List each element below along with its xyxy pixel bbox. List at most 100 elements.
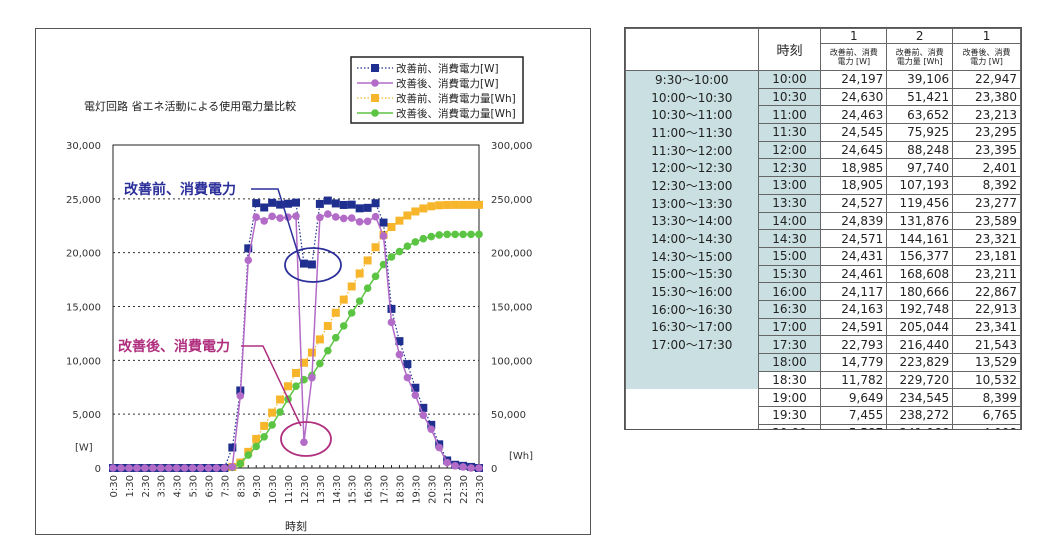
value-cell: 8,399 [952,388,1021,408]
x-tick-label: 0:30 [109,475,120,497]
column-header-line: 改善後、消費 [962,48,1011,57]
x-tick-label: 6:30 [204,475,215,497]
value-cell: 22,947 [952,70,1021,89]
annotation-before: 改善前、消費電力 [124,181,236,198]
data-point [355,204,364,213]
y-tick-left: 15,000 [66,303,101,314]
time-cell: 19:00 [757,388,822,408]
data-point [339,200,348,209]
table-row: 11:00～11:30 11:30 24,545 75,925 23,295 [625,123,1021,142]
table-row: 13:00～13:30 13:30 24,527 119,456 23,277 [625,193,1021,213]
y-tick-left: 20,000 [66,249,101,260]
data-point [355,217,364,226]
x-tick-label: 17:30 [380,475,391,504]
data-point [459,200,468,209]
column-header-line: 改善前、消費 [895,48,944,57]
annotation-after: 改善後、消費電力 [118,338,230,355]
time-cell: 11:30 [757,123,822,142]
y-tick-left: 10,000 [66,356,101,367]
period-cell: 14:30～15:00 [625,247,759,266]
value-cell: 24,163 [820,299,888,319]
value-cell: 4,908 [952,423,1021,429]
period-cell: 17:00～17:30 [625,335,759,354]
table-row: 15:00～15:30 15:30 24,461 168,608 23,211 [625,264,1021,284]
x-tick-label: 8:30 [236,475,247,497]
value-cell: 23,181 [952,246,1021,266]
annotation-ellipse [284,247,342,283]
period-cell: 10:30～11:00 [625,105,759,124]
data-point [299,259,308,268]
data-point [316,359,324,368]
data-point [363,256,372,265]
value-cell: 5,587 [820,423,888,429]
data-point [403,373,412,382]
time-cell: 12:00 [757,140,822,160]
period-cell: 16:30～17:00 [625,318,759,336]
legend [350,56,524,124]
period-cell: 10:00～10:30 [625,88,759,106]
time-cell: 16:30 [757,299,822,319]
data-point [451,200,460,209]
x-tick-label: 2:30 [141,475,152,497]
header-blank [625,28,759,71]
time-cell: 20:00 [757,423,822,429]
data-point [331,199,340,208]
annotation-leader [241,345,302,427]
data-point [339,214,348,223]
time-cell: 11:00 [757,105,822,125]
header-row-top: 時刻 1 2 1 [625,28,1021,71]
data-point [339,295,348,304]
value-cell: 75,925 [886,123,954,142]
period-cell: 13:00～13:30 [625,194,759,212]
value-cell: 18,905 [820,176,888,195]
value-cell: 8,392 [952,176,1021,195]
data-point [324,346,332,355]
time-cell: 17:00 [757,317,822,337]
legend-label: 改善後、消費電力量[Wh] [396,107,516,120]
data-point [292,198,300,207]
period-cell: 14:00～14:30 [625,229,759,248]
data-point [419,234,428,243]
data-point [411,238,420,246]
data-point [316,213,324,222]
y-tick-left: 25,000 [66,195,101,206]
data-point [292,382,300,390]
data-point [347,282,356,291]
value-cell: 24,197 [820,70,888,89]
table-row: 14:30～15:00 15:00 24,431 156,377 23,181 [625,246,1021,266]
table-row: 18:00 14,779 223,829 13,529 [625,353,1021,372]
series-line-2 [113,204,479,469]
value-cell: 23,295 [952,123,1021,142]
value-cell: 24,839 [820,211,888,231]
data-point [284,199,293,208]
data-point [411,391,420,399]
value-cell: 18,985 [820,158,888,178]
data-point [148,464,157,472]
data-point [284,382,293,391]
value-cell: 9,649 [820,388,888,408]
x-tick-label: 16:30 [364,475,375,504]
data-point [236,459,245,468]
data-point [403,242,412,251]
value-cell: 22,793 [820,335,888,354]
x-tick-label: 19:30 [411,475,422,504]
header-row: 改善前、消費 電力 [W] 改善前、消費 電力量 [Wh] 改善後、消費 電力 [W] [626,43,1021,71]
data-point [308,373,316,382]
data-point [443,458,451,467]
value-cell: 2,401 [952,158,1021,178]
column-header-line: 電力 [W] [970,57,1003,66]
data-point [475,200,483,209]
chart-title: 電灯回路 省エネ活動による使用電力量比較 [84,99,296,113]
value-cell: 13,529 [952,353,1021,372]
data-point [220,464,229,472]
value-cell: 216,440 [886,335,954,354]
data-point [125,464,133,472]
data-point [117,464,125,472]
period-cell [625,406,759,425]
value-cell: 24,571 [820,229,888,248]
column-header: 改善後、消費 電力 [W] [952,43,1021,71]
data-point [323,196,332,205]
period-cell: 12:00～12:30 [625,158,759,177]
data-point [395,247,404,256]
column-header-line: 電力 [W] [837,57,871,66]
